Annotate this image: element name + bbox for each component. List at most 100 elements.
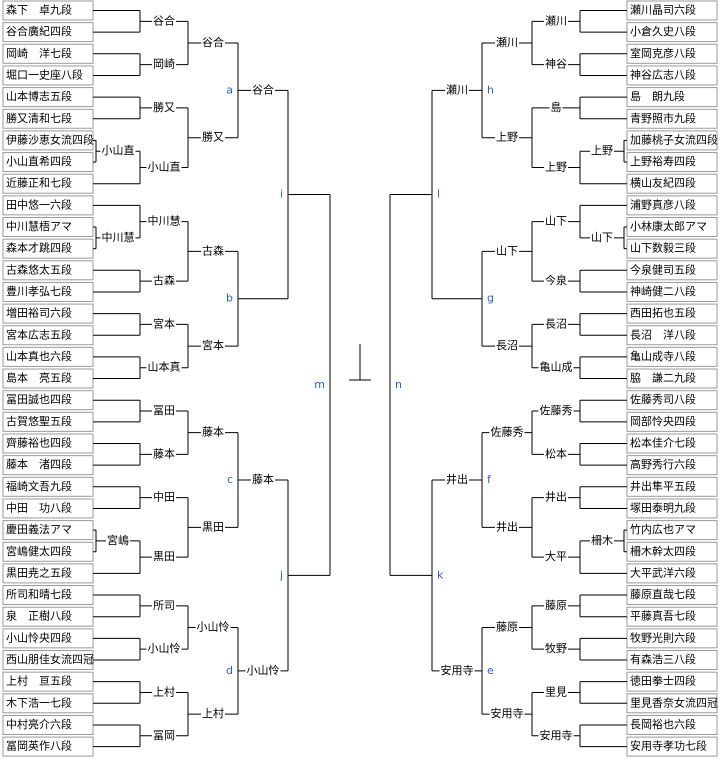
- winner-label-bg: [152, 446, 176, 461]
- player-name: 岡部怜央四段: [630, 414, 696, 428]
- match-letter: c: [227, 473, 233, 486]
- player-name: 森本才跳四段: [6, 241, 72, 255]
- player-name: 脇 謙二九段: [630, 371, 696, 385]
- winner-label-bg: [152, 404, 176, 418]
- winner-label: 今泉: [545, 273, 567, 287]
- winner-label: 島: [551, 100, 562, 114]
- player-name: 竹内広也アマ: [630, 522, 696, 536]
- winner-label-bg: [201, 338, 225, 353]
- winner-label: 瀬川: [545, 13, 567, 27]
- winner-label: 安用寺: [540, 728, 573, 742]
- winner-label-bg: [245, 663, 281, 677]
- player-name: 古森悠太五段: [6, 262, 72, 276]
- player-name: 松本佳介七段: [630, 436, 696, 450]
- winner-label-bg: [544, 489, 568, 504]
- winner-label: 上村: [153, 684, 175, 698]
- winner-label-bg: [152, 684, 176, 699]
- player-name: 柵木幹太四段: [630, 544, 696, 558]
- winner-label: 安用寺: [441, 663, 474, 677]
- player-name: 山本博志五段: [6, 89, 72, 103]
- winner-label: 大平: [545, 549, 567, 563]
- match-letter: j: [279, 568, 283, 581]
- player-name: 山本真也六段: [6, 349, 72, 363]
- winner-label: 中川慧: [148, 214, 181, 228]
- player-name: 齊藤裕也四段: [6, 436, 72, 450]
- player-name: 泉 正樹八段: [6, 609, 72, 623]
- winner-label-bg: [544, 446, 568, 461]
- winner-label: 瀬川: [446, 82, 468, 96]
- winner-label-bg: [439, 662, 475, 677]
- winner-label: 古森: [202, 243, 224, 257]
- winner-label-bg: [544, 13, 568, 28]
- player-name: 亀山成寺八段: [630, 349, 696, 363]
- player-name: 上村 亘五段: [6, 674, 72, 688]
- winner-label: 上野: [545, 160, 567, 173]
- winner-label: 宮本: [202, 338, 224, 352]
- player-name: 塚田泰明九段: [630, 500, 696, 514]
- winner-label: 小山怜: [247, 664, 280, 677]
- winner-label-bg: [489, 424, 525, 439]
- winner-label: 井出: [446, 472, 468, 486]
- player-name: 冨田誠也四段: [6, 392, 72, 406]
- winner-label: 里見: [545, 685, 567, 698]
- winner-label: 柵木: [591, 533, 613, 547]
- player-name: 浦野真彦八段: [630, 197, 696, 211]
- winner-label: 上野: [496, 131, 518, 144]
- winner-label-bg: [495, 620, 519, 634]
- winner-label: 藤本: [153, 446, 175, 460]
- winner-label-bg: [251, 82, 275, 97]
- winner-label: 古森: [153, 273, 175, 287]
- match-letter: l: [437, 188, 440, 201]
- winner-label: 小山怜: [197, 621, 230, 634]
- winner-label-bg: [201, 243, 225, 258]
- winner-label-bg: [195, 620, 231, 634]
- winner-label: 佐藤秀: [491, 425, 524, 439]
- winner-label: 上村: [202, 706, 224, 720]
- winner-label: 所司: [153, 599, 175, 612]
- winner-label-bg: [445, 472, 469, 487]
- winner-label: 藤本: [202, 425, 224, 439]
- player-name: 田中悠一六段: [6, 197, 72, 211]
- player-name: 近藤正和七段: [6, 176, 72, 190]
- winner-label-bg: [146, 213, 182, 228]
- winner-label-bg: [152, 598, 176, 612]
- player-name: 島 朗九段: [630, 89, 685, 103]
- player-name: 藤本 渚四段: [6, 457, 72, 471]
- winner-label-bg: [544, 685, 568, 699]
- winner-label-bg: [549, 99, 563, 114]
- winner-label-bg: [489, 706, 525, 721]
- match-letter: m: [314, 378, 325, 391]
- player-name: 神谷広志八段: [630, 67, 696, 81]
- winner-label-bg: [106, 532, 130, 547]
- match-letter: h: [487, 83, 494, 96]
- player-name: 谷合廣紀四段: [6, 24, 72, 38]
- player-name: 木下浩一七段: [6, 695, 72, 709]
- winner-label-bg: [544, 316, 568, 331]
- player-name: 岡崎 洋七段: [6, 46, 72, 60]
- winner-label-bg: [201, 424, 225, 439]
- player-name: 高野秀行六段: [630, 457, 696, 471]
- match-letter: n: [395, 378, 402, 391]
- winner-label-bg: [495, 244, 519, 258]
- player-name: 中田 功八段: [6, 500, 72, 514]
- player-name: 古賀悠聖五段: [6, 414, 72, 428]
- player-name: 上野裕寿四段: [630, 154, 696, 168]
- winner-label-bg: [538, 403, 574, 418]
- winner-label: 松本: [545, 446, 567, 460]
- winner-label-bg: [544, 598, 568, 612]
- winner-label-bg: [538, 727, 574, 742]
- player-name: 豊川孝弘七段: [6, 284, 72, 298]
- winner-label: 亀山成: [540, 360, 573, 374]
- winner-label: 冨田: [153, 404, 175, 417]
- winner-label: 長沼: [545, 316, 567, 330]
- player-name: 黒田尭之五段: [6, 565, 72, 579]
- player-name: 瀬川晶司六段: [630, 3, 696, 17]
- player-name: 山下数毅三段: [630, 241, 696, 255]
- player-name: 平藤真吾七段: [630, 609, 696, 623]
- player-name: 中村亮介六段: [6, 717, 72, 731]
- player-name: 島本 亮五段: [6, 371, 72, 385]
- winner-label: 山下: [545, 215, 567, 228]
- player-name: 小山怜央四段: [6, 630, 72, 644]
- winner-label: 小山怜: [148, 642, 181, 655]
